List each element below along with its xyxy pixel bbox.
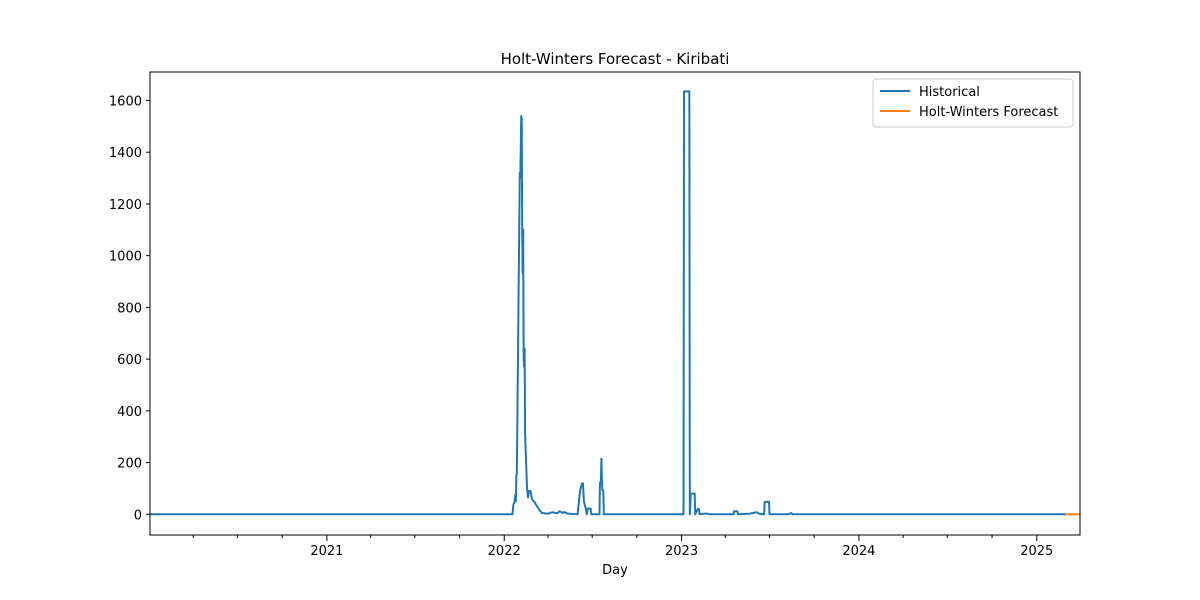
y-tick-label: 1200	[109, 198, 142, 213]
legend-label-forecast: Holt-Winters Forecast	[919, 105, 1058, 120]
y-tick-label: 1000	[109, 250, 142, 265]
legend-box	[872, 78, 1074, 128]
x-tick-label: 2024	[842, 544, 875, 559]
y-tick-label: 800	[117, 301, 142, 316]
y-axis: 0 200 400 600 800 1000 1200 1400 1600	[109, 94, 150, 523]
legend-label-historical: Historical	[919, 85, 980, 100]
legend: Historical Holt-Winters Forecast	[872, 78, 1074, 128]
x-tick-label: 2021	[310, 544, 343, 559]
x-tick-label: 2023	[665, 544, 698, 559]
plot-area: 2021 2022 2023 2024 2025 0 200 400 600 800 1000 12…	[109, 71, 1081, 559]
y-tick-label: 400	[117, 405, 142, 420]
y-tick-label: 600	[117, 353, 142, 368]
x-tick-label: 2022	[488, 544, 521, 559]
chart-title: Holt-Winters Forecast - Kiribati	[501, 50, 730, 68]
x-tick-label: 2025	[1020, 544, 1053, 559]
series-layer	[150, 90, 1080, 516]
plot-frame	[149, 71, 1081, 536]
y-tick-label: 1600	[109, 94, 142, 109]
y-tick-label: 200	[117, 457, 142, 472]
series-line-historical	[150, 90, 1066, 516]
y-tick-label: 1400	[109, 146, 142, 161]
y-tick-label: 0	[134, 508, 142, 523]
x-axis: 2021 2022 2023 2024 2025	[192, 535, 1053, 559]
x-axis-label: Day	[602, 563, 628, 578]
